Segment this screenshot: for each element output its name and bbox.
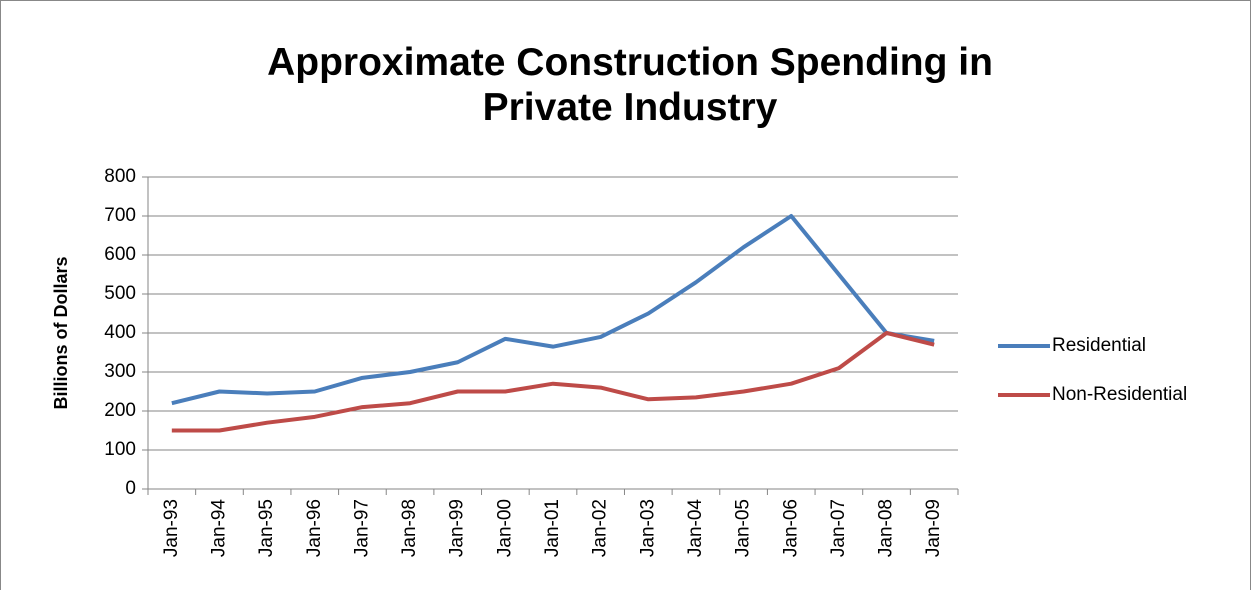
y-tick-label: 400 [104,322,136,343]
x-tick-label: Jan-97 [351,499,372,557]
y-tick-label: 600 [104,244,136,265]
y-tick-label: 700 [104,205,136,226]
x-tick-label: Jan-94 [208,499,229,558]
x-tick-label: Jan-01 [542,499,563,557]
y-tick-label: 800 [104,166,136,187]
chart-title: Approximate Construction Spending in Pri… [267,41,993,129]
x-tick-label: Jan-98 [399,499,420,557]
x-tick-label: Jan-03 [637,499,658,557]
y-tick-label: 200 [104,400,136,421]
x-tick-label: Jan-08 [876,499,897,557]
x-tick-label: Jan-00 [494,499,515,557]
series-line [171,331,935,433]
x-tick-label: Jan-07 [828,499,849,557]
x-tick-label: Jan-93 [161,499,182,557]
x-tick-label: Jan-99 [447,499,468,557]
y-tick-label: 0 [125,478,136,499]
x-tick-label: Jan-04 [685,499,706,558]
x-tick-label: Jan-06 [780,499,801,557]
legend-label: Non-Residential [1052,384,1187,405]
y-axis-title: Billions of Dollars [51,256,71,409]
x-tick-label: Jan-02 [590,499,611,557]
x-tick-label: Jan-09 [923,499,944,557]
y-tick-label: 500 [104,283,136,304]
y-tick-label: 300 [104,361,136,382]
x-tick-label: Jan-96 [304,499,325,557]
series-line [171,214,935,406]
y-tick-label: 100 [104,439,136,460]
x-tick-label: Jan-95 [256,499,277,557]
legend-label: Residential [1052,335,1146,356]
x-tick-label: Jan-05 [733,499,754,557]
